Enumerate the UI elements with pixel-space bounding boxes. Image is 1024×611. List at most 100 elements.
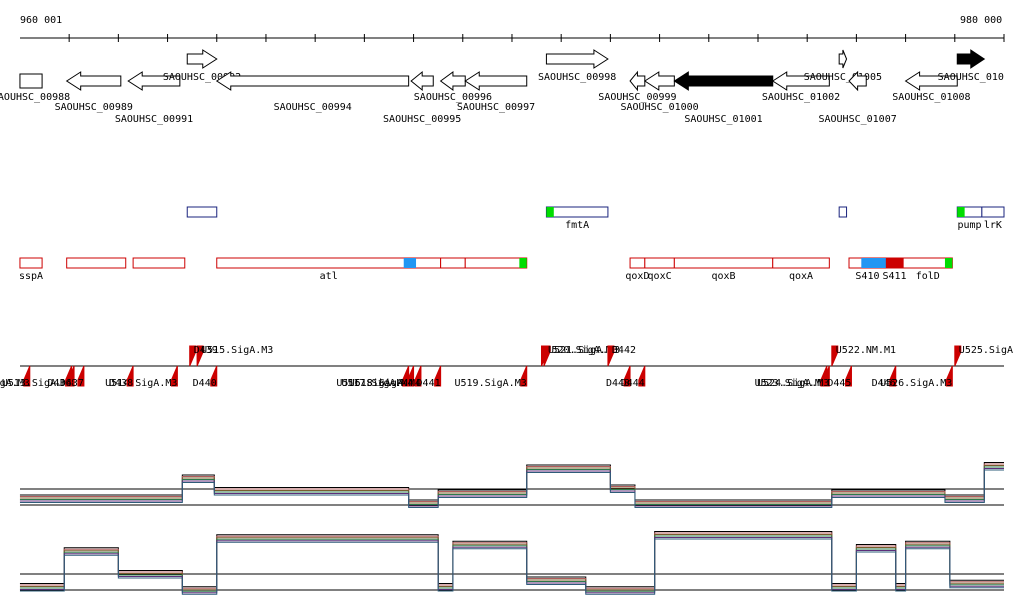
gene-arrow (464, 71, 528, 91)
promoter-label: U514.SigA.M3 (105, 378, 177, 389)
promoter-marker (543, 345, 551, 367)
axis-end-label: 980 000 (960, 15, 1002, 26)
feature-label: S411 (882, 271, 906, 282)
promoter-marker (65, 365, 73, 387)
feature-box (644, 257, 675, 269)
promoter-label: D446 (872, 378, 896, 389)
feature-label: lrK (984, 220, 1002, 231)
gene-label: SAOUHSC_01007 (818, 114, 896, 125)
promoter-marker (210, 365, 218, 387)
gene-arrow (956, 49, 986, 69)
feature-track-blue: fmtA pump lrK (186, 206, 1005, 231)
promoter-label: D442 (612, 345, 636, 356)
gene-arrow (439, 71, 466, 91)
gene-arrow (673, 71, 774, 91)
gene-label: SAOUHSC_010 (938, 72, 1004, 83)
feature-label: fmtA (565, 220, 589, 231)
promoter-marker (638, 365, 646, 387)
coverage-line-lower (19, 535, 1004, 592)
promoter-label: U515.SigA.M3 (201, 345, 273, 356)
promoter-marker (954, 345, 962, 367)
feature-accent (861, 258, 886, 268)
feature-box (772, 257, 830, 269)
promoter-marker (170, 365, 178, 387)
promoter-label: D440 (193, 378, 217, 389)
promoter-marker (623, 365, 631, 387)
feature-label: qoxD (625, 271, 649, 282)
gene-label: SAOUHSC_00999 (598, 92, 676, 103)
promoter-marker (831, 345, 839, 367)
gene-arrow (127, 71, 181, 91)
gene-arrow (19, 73, 43, 89)
promoter-marker (23, 365, 31, 387)
axis-start-label: 960 001 (20, 15, 62, 26)
gene-label: SAOUHSC_00988 (0, 92, 70, 103)
coverage-line-lower (19, 537, 1004, 594)
promoter-marker (945, 365, 953, 387)
coverage-line-upper (19, 469, 1004, 508)
promoter-label: U523.SigA.M3 (755, 378, 827, 389)
gene-arrow (629, 70, 646, 92)
promoter-label: U519.SigA.M3 (454, 378, 526, 389)
promoter-label: D439 (194, 345, 218, 356)
coverage-line-upper (19, 466, 1004, 505)
feature-box (838, 206, 848, 218)
promoter-label: U516.SigA.M4 (336, 378, 408, 389)
feature-accent (885, 258, 904, 268)
promoter-label: U522.NM.M1 (836, 345, 896, 356)
gene-arrow (838, 49, 848, 69)
coverage-track (19, 462, 1004, 595)
gene-arrow (410, 70, 434, 92)
feature-accent (546, 207, 554, 217)
gene-arrow (215, 71, 410, 91)
feature-box (186, 206, 218, 218)
coverage-line-lower (19, 538, 1004, 595)
promoter-marker (414, 365, 422, 387)
feature-label: sspA (19, 271, 43, 282)
coverage-line-lower (19, 534, 1004, 591)
gene-label: SAOUHSC_01000 (620, 102, 698, 113)
promoter-marker (126, 365, 134, 387)
gene-label: SAOUHSC_00994 (274, 102, 352, 113)
feature-box (545, 206, 609, 218)
feature-label: qoxC (648, 271, 672, 282)
promoter-label: U518.SigA.M4 (349, 378, 421, 389)
gene-arrow (65, 71, 122, 91)
coordinate-axis: 960 001 980 000 (20, 15, 1005, 42)
promoter-label: D445 (827, 378, 851, 389)
feature-box (981, 206, 1005, 218)
coverage-line-lower (19, 532, 1004, 589)
promoter-marker (77, 365, 85, 387)
gene-label: SAOUHSC_00996 (414, 92, 492, 103)
promoter-label: D438 (109, 378, 133, 389)
promoter-label: U513.SigA.M3 (2, 378, 74, 389)
gene-arrow (186, 49, 218, 69)
gene-arrow (848, 70, 867, 92)
gene-arrow (904, 71, 958, 91)
feature-box (66, 257, 127, 269)
gene-label: SAOUHSC_01002 (762, 92, 840, 103)
promoter-label: D444 (621, 378, 645, 389)
gene-arrow (643, 71, 675, 91)
feature-label: folD (916, 271, 940, 282)
promoter-label: U526.SigA.M3 (880, 378, 952, 389)
promoter-marker (520, 365, 528, 387)
gene-label: SAOUHSC_00997 (457, 102, 535, 113)
feature-label: S410 (855, 271, 879, 282)
coverage-line-lower (19, 531, 1004, 588)
gene-label: SAOUHSC_00992 (163, 72, 241, 83)
coverage-line-upper (19, 468, 1004, 507)
gene-arrow (545, 49, 609, 69)
feature-accent (403, 258, 417, 268)
promoter-label: SigA.M3 (0, 378, 30, 389)
feature-label: qoxA (789, 271, 813, 282)
feature-accent (519, 258, 527, 268)
gene-label: SAOUHSC_01008 (892, 92, 970, 103)
promoter-label: D437 (60, 378, 84, 389)
gene-arrow (771, 71, 830, 91)
promoter-marker (607, 345, 615, 367)
feature-box (464, 257, 528, 269)
